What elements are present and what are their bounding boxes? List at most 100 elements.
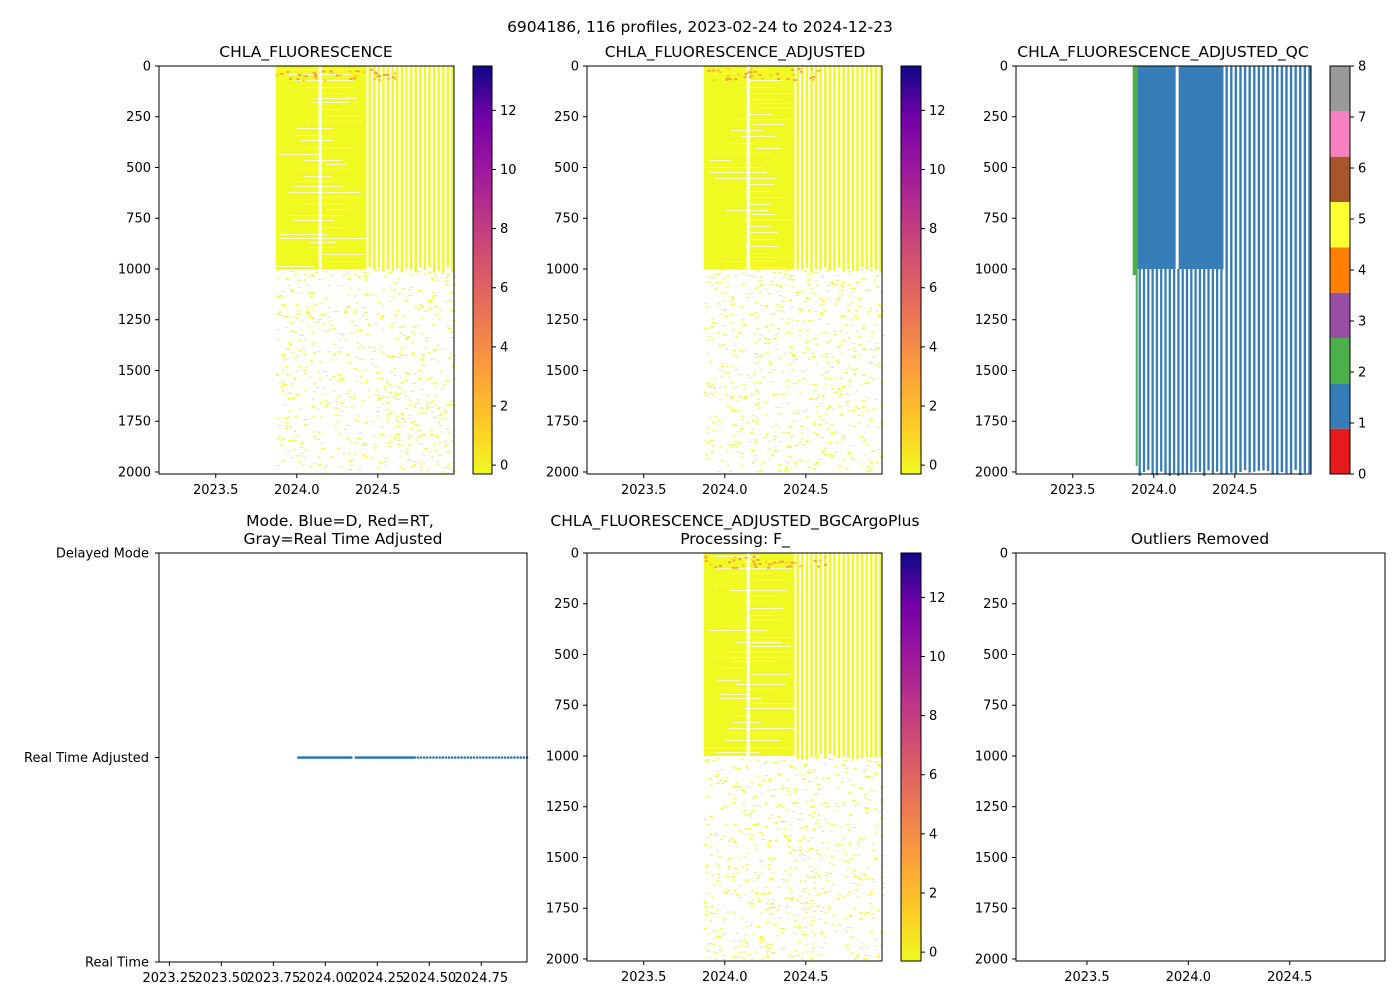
deep-point: [437, 361, 441, 363]
deep-point: [856, 883, 860, 885]
deep-point: [847, 400, 851, 402]
data-gap-line: [720, 694, 748, 695]
deep-point: [375, 323, 379, 325]
deep-point: [323, 277, 327, 279]
colorbar-tick-label: 6: [929, 281, 937, 296]
deep-point: [419, 290, 423, 292]
deep-point: [394, 419, 398, 421]
deep-point: [820, 314, 824, 316]
profile-column: [833, 553, 836, 757]
deep-point: [406, 372, 410, 374]
deep-point: [297, 313, 301, 315]
data-gap-line: [303, 176, 331, 177]
deep-point: [715, 322, 719, 324]
deep-point: [751, 415, 755, 417]
deep-point: [816, 853, 820, 855]
data-gap-line: [745, 246, 779, 247]
deep-point: [742, 350, 746, 352]
colorbar-segment-2: [1330, 338, 1350, 384]
deep-point: [789, 332, 793, 334]
deep-point: [845, 324, 849, 326]
deep-point: [723, 781, 727, 783]
deep-point: [787, 790, 791, 792]
deep-point: [798, 330, 802, 332]
deep-point: [781, 300, 785, 302]
deep-point: [825, 423, 829, 425]
deep-point: [842, 859, 846, 861]
surface-peak-point: [752, 560, 756, 563]
deep-point: [781, 785, 785, 787]
deep-point: [738, 951, 742, 953]
deep-point: [860, 414, 864, 416]
surface-peak-point: [749, 71, 753, 74]
deep-point: [430, 406, 434, 408]
deep-point: [800, 852, 804, 854]
y-tick-label: 0: [143, 60, 151, 75]
deep-point: [729, 893, 733, 895]
deep-point: [879, 786, 883, 788]
deep-point: [846, 927, 850, 929]
deep-point: [821, 277, 825, 279]
deep-point: [779, 441, 783, 443]
data-gap-line: [714, 568, 791, 569]
data-gap-line: [755, 148, 781, 149]
deep-point: [361, 400, 365, 402]
deep-point: [760, 463, 764, 465]
deep-point: [377, 395, 381, 397]
deep-point: [285, 358, 289, 360]
deep-point: [399, 456, 403, 458]
deep-point: [363, 347, 367, 349]
deep-point: [389, 287, 393, 289]
deep-point: [801, 370, 805, 372]
deep-point: [876, 287, 880, 289]
deep-point: [863, 794, 867, 796]
deep-point: [306, 306, 310, 308]
deep-point: [719, 446, 723, 448]
deep-point: [873, 324, 877, 326]
deep-point: [839, 377, 843, 379]
surface-peak-point: [813, 559, 817, 562]
deep-point: [428, 299, 432, 301]
deep-point: [710, 285, 714, 287]
deep-point: [418, 369, 422, 371]
surface-peak-point: [778, 560, 782, 563]
deep-point: [797, 380, 801, 382]
mode-point: [469, 756, 473, 759]
deep-point: [319, 361, 323, 363]
qc-profile-column: [1230, 66, 1233, 473]
deep-point: [802, 933, 806, 935]
deep-point: [879, 944, 883, 946]
deep-point: [732, 940, 736, 942]
deep-point: [705, 910, 709, 912]
deep-point: [285, 348, 289, 350]
deep-point: [743, 856, 747, 858]
deep-point: [292, 396, 296, 398]
data-gap-line: [306, 147, 356, 148]
deep-point: [871, 878, 875, 880]
deep-point: [808, 769, 812, 771]
y-tick-label: 1750: [546, 902, 579, 917]
deep-point: [820, 778, 824, 780]
deep-point: [859, 436, 863, 438]
deep-point: [732, 303, 736, 305]
deep-point: [400, 444, 404, 446]
deep-point: [867, 776, 871, 778]
deep-point: [752, 450, 756, 452]
deep-point: [769, 944, 773, 946]
surface-peak-point: [714, 566, 718, 569]
deep-point: [279, 314, 283, 316]
deep-point: [285, 327, 289, 329]
deep-point: [788, 873, 792, 875]
panel-bgcargoplus: CHLA_FLUORESCENCE_ADJUSTED_BGCArgoPlus P…: [546, 512, 946, 985]
deep-point: [324, 406, 328, 408]
deep-point: [711, 393, 715, 395]
deep-point: [801, 352, 805, 354]
deep-point: [745, 765, 749, 767]
x-tick-label: 2024.0: [274, 483, 320, 498]
deep-point: [704, 454, 708, 456]
qc-profile-column: [1234, 66, 1238, 474]
deep-point: [793, 932, 797, 934]
deep-point: [770, 794, 774, 796]
deep-point: [376, 400, 380, 402]
deep-point: [359, 382, 363, 384]
